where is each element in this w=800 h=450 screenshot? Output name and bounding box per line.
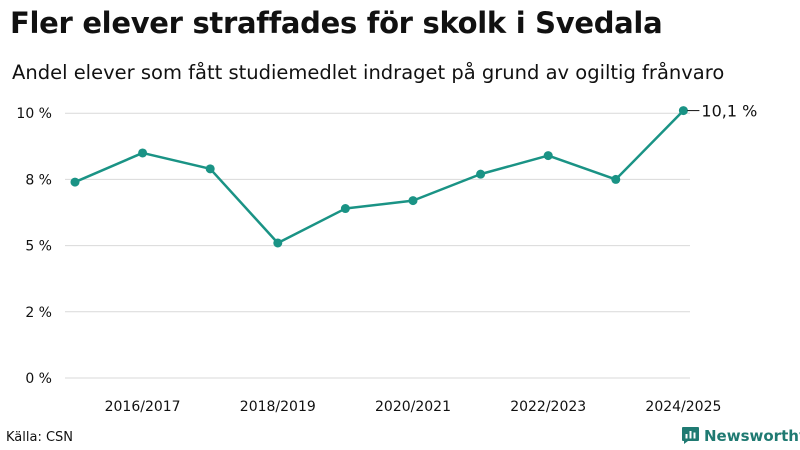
y-tick-label: 5 % <box>25 239 52 255</box>
series-layer <box>70 106 688 248</box>
y-tick-label: 10 % <box>16 106 52 122</box>
grid-layer <box>65 112 690 379</box>
x-tick-label: 2024/2025 <box>645 399 721 415</box>
brand-logo: Newsworthy <box>681 426 800 445</box>
data-point <box>476 169 486 179</box>
data-point <box>340 204 350 214</box>
last-value-label: 10,1 % <box>701 102 757 121</box>
y-tick-label: 8 % <box>25 172 52 188</box>
chart-subtitle: Andel elever som fått studiemedlet indra… <box>12 61 725 84</box>
data-point <box>611 174 621 184</box>
brand-name: Newsworthy <box>704 426 800 445</box>
data-point <box>408 196 418 206</box>
chart-title: Fler elever straffades för skolk i Sveda… <box>10 6 663 40</box>
y-tick-label: 0 % <box>25 371 52 387</box>
y-tick-label: 2 % <box>25 305 52 321</box>
y-tick-labels: 0 % 2 % 5 % 8 % 10 % <box>16 106 52 387</box>
data-point <box>138 148 148 158</box>
x-tick-label: 2016/2017 <box>105 399 181 415</box>
x-tick-label: 2018/2019 <box>240 399 316 415</box>
data-point <box>543 151 553 161</box>
data-point <box>70 177 80 187</box>
x-tick-label: 2020/2021 <box>375 399 451 415</box>
annotation-layer: 10,1 % <box>687 102 757 121</box>
data-point <box>678 106 688 116</box>
data-point <box>205 164 215 174</box>
x-tick-labels: 2016/2017 2018/2019 2020/2021 2022/2023 2024… <box>105 399 722 415</box>
series-line <box>74 109 685 245</box>
x-tick-label: 2022/2023 <box>510 399 586 415</box>
newsworthy-logo-icon <box>682 427 699 444</box>
data-point <box>273 238 283 248</box>
source-note: Källa: CSN <box>6 430 74 445</box>
